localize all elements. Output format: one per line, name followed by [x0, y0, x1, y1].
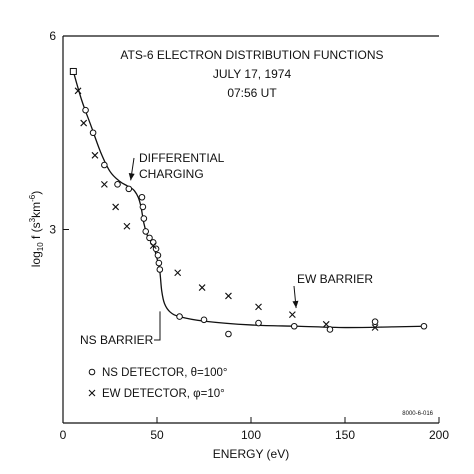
legend: NS DETECTOR, θ=100° EW DETECTOR, φ=10° [88, 367, 228, 400]
chart-title: ATS-6 ELECTRON DISTRIBUTION FUNCTIONS JU… [120, 48, 383, 100]
y-label-mid: f (s [29, 222, 43, 242]
title-line-3: 07:56 UT [227, 86, 277, 100]
x-tick-label-100: 100 [241, 428, 261, 442]
ns-point [101, 161, 108, 169]
ns-point [326, 326, 334, 333]
ew-point [198, 284, 206, 291]
x-tick-label-0: 0 [60, 428, 67, 442]
y-axis-label: log10 f (s3km-6) [28, 191, 45, 268]
legend-ns-label: NS DETECTOR, θ=100° [102, 367, 228, 379]
ew-point [371, 324, 379, 331]
ew-point [322, 320, 330, 328]
ew-point [149, 242, 157, 250]
x-tick-label-50: 50 [150, 428, 164, 442]
ns-point [146, 234, 153, 242]
legend-ew-marker [88, 389, 96, 397]
ew-point [255, 303, 262, 311]
title-line-1: ATS-6 ELECTRON DISTRIBUTION FUNCTIONS [120, 48, 383, 62]
ew-point [123, 222, 131, 230]
ns-point [176, 313, 183, 320]
legend-ns-marker [88, 368, 96, 376]
annotation-ew-arrowhead [292, 300, 299, 309]
y-label-mid2: km [29, 202, 43, 218]
x-tick-label-200: 200 [429, 428, 449, 442]
x-axis-label: ENERGY (eV) [213, 447, 289, 461]
ns-point [200, 316, 208, 324]
ns-point [114, 181, 121, 188]
ns-point [140, 215, 148, 222]
y-tick-label-3: 3 [49, 223, 56, 237]
y-tick-label-6: 6 [49, 29, 56, 43]
ns-point [156, 266, 164, 273]
annotation-ew-text: EW BARRIER [297, 272, 373, 286]
annotation-ns-barrier: NS BARRIER [80, 311, 161, 347]
legend-ew-label: EW DETECTOR, φ=10° [102, 388, 225, 400]
fit-curve [72, 71, 424, 329]
ew-point [74, 87, 82, 95]
series-ew-detector [74, 87, 379, 331]
series-ns-detector [69, 67, 428, 338]
ns-point [255, 319, 262, 327]
ns-point [154, 252, 162, 259]
ns-point [125, 185, 133, 193]
annotation-differential-line-1: DIFFERENTIAL [139, 151, 225, 165]
ew-point [91, 151, 99, 159]
annotation-differential-line-2: CHARGING [139, 167, 204, 181]
y-label-suffix: ) [29, 191, 43, 195]
ns-point [139, 203, 147, 211]
y-label-prefix: log [29, 251, 43, 267]
ns-point [82, 106, 89, 114]
ns-point [371, 318, 379, 326]
y-label-sup1: 3 [28, 217, 37, 222]
ns-point [225, 330, 232, 338]
ew-point [112, 203, 120, 211]
ns-point [420, 322, 428, 330]
ns-point [138, 193, 146, 201]
x-ticks: 0 50 100 150 200 [60, 417, 449, 442]
y-ticks: 36 [49, 29, 69, 237]
annotation-ew-barrier: EW BARRIER [292, 272, 373, 309]
ew-point [225, 292, 232, 300]
ew-point [288, 311, 296, 319]
y-label-sub: 10 [36, 242, 45, 251]
ns-point [155, 259, 163, 267]
ns-point [290, 322, 298, 330]
ew-point [174, 269, 182, 277]
ew-point [100, 180, 108, 188]
y-label-sup2: -6 [28, 194, 37, 202]
figure-code: 8000-6-016 [402, 411, 433, 417]
annotation-ns-text: NS BARRIER [80, 333, 154, 347]
annotation-differential-arrowhead [128, 172, 135, 181]
annotation-ns-arrow [154, 311, 161, 341]
annotation-differential-charging: DIFFERENTIAL CHARGING [128, 151, 225, 181]
x-tick-label-150: 150 [335, 428, 355, 442]
title-line-2: JULY 17, 1974 [213, 67, 292, 81]
ew-point [80, 119, 88, 127]
ns-point [142, 228, 150, 235]
ns-point [89, 129, 97, 137]
ns-point [69, 67, 77, 75]
